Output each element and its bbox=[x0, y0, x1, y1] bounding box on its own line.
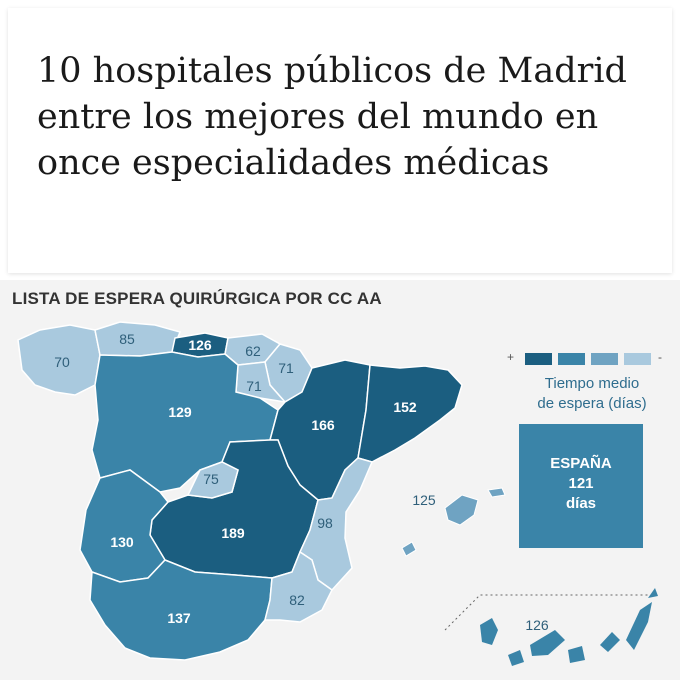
region-murcia bbox=[264, 550, 333, 623]
label-galicia: 70 bbox=[54, 354, 70, 370]
region-canarias-island bbox=[648, 588, 658, 598]
region-canarias-island bbox=[530, 630, 565, 656]
label-canarias: 126 bbox=[525, 617, 549, 633]
label-aragon: 166 bbox=[311, 417, 335, 433]
label-cataluna: 152 bbox=[393, 399, 417, 415]
legend-minus: - bbox=[658, 350, 662, 364]
spain-total-label: ESPAÑA bbox=[550, 455, 612, 472]
label-murcia: 82 bbox=[289, 592, 305, 608]
region-canarias-island bbox=[480, 618, 498, 645]
region-madrid bbox=[186, 461, 239, 499]
label-asturias: 85 bbox=[119, 331, 135, 347]
legend-swatch-1 bbox=[525, 353, 552, 365]
region-canarias-island bbox=[568, 646, 585, 663]
region-baleares-ibiza bbox=[401, 541, 417, 557]
region-canarias-island bbox=[626, 602, 652, 650]
label-madrid: 75 bbox=[203, 471, 219, 487]
canarias-inset-border bbox=[444, 594, 660, 631]
label-castilla-y-leon: 129 bbox=[168, 404, 192, 420]
legend-swatch-3 bbox=[591, 353, 618, 365]
label-extremadura: 130 bbox=[110, 534, 134, 550]
label-castilla-la-mancha: 189 bbox=[221, 525, 245, 541]
legend-caption-line2: de espera (días) bbox=[537, 395, 647, 412]
map-title: LISTA DE ESPERA QUIRÚRGICA POR CC AA bbox=[12, 289, 382, 308]
label-comunidad-valenciana: 98 bbox=[317, 515, 333, 531]
label-navarra: 71 bbox=[278, 360, 294, 376]
label-andalucia: 137 bbox=[167, 610, 191, 626]
spain-total-value: 121 bbox=[568, 475, 594, 492]
region-baleares-mallorca bbox=[444, 494, 479, 526]
region-canarias-island bbox=[508, 650, 524, 666]
label-la-rioja: 71 bbox=[246, 378, 262, 394]
legend-swatch-2 bbox=[558, 353, 585, 365]
spain-total-box: ESPAÑA 121 días bbox=[519, 424, 643, 548]
headline: 10 hospitales públicos de Madrid entre l… bbox=[37, 51, 627, 183]
label-cantabria: 126 bbox=[188, 337, 212, 353]
legend-plus: + bbox=[507, 350, 515, 364]
region-canarias-island bbox=[600, 632, 620, 652]
label-baleares: 125 bbox=[412, 492, 436, 508]
region-asturias bbox=[94, 321, 182, 357]
region-baleares-menorca bbox=[487, 487, 506, 498]
spain-total-unit: días bbox=[565, 495, 596, 512]
label-pais-vasco: 62 bbox=[245, 343, 261, 359]
legend-caption-line1: Tiempo medio bbox=[544, 375, 640, 392]
legend-swatch-4 bbox=[624, 353, 651, 365]
headline-card bbox=[8, 8, 672, 273]
